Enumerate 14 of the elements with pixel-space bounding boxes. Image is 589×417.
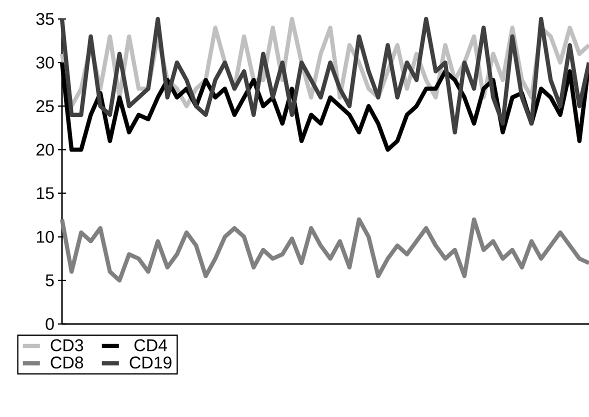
y-tick-label: 25 xyxy=(36,100,54,112)
line-series xyxy=(60,217,589,283)
y-tick-label: 35 xyxy=(36,13,54,25)
y-tick-label: 5 xyxy=(46,274,54,286)
y-tick-label: 20 xyxy=(36,144,54,156)
line-series xyxy=(60,16,589,134)
y-tick-label: 10 xyxy=(36,230,54,243)
y-tick-label: 15 xyxy=(36,187,54,200)
legend-label: CD4 xyxy=(134,339,168,352)
legend-label: CD19 xyxy=(130,356,172,369)
legend-label: CD3 xyxy=(50,339,84,352)
y-tick-label: 0 xyxy=(46,318,54,330)
y-tick-label: 30 xyxy=(36,56,54,69)
legend-label: CD8 xyxy=(50,356,84,369)
